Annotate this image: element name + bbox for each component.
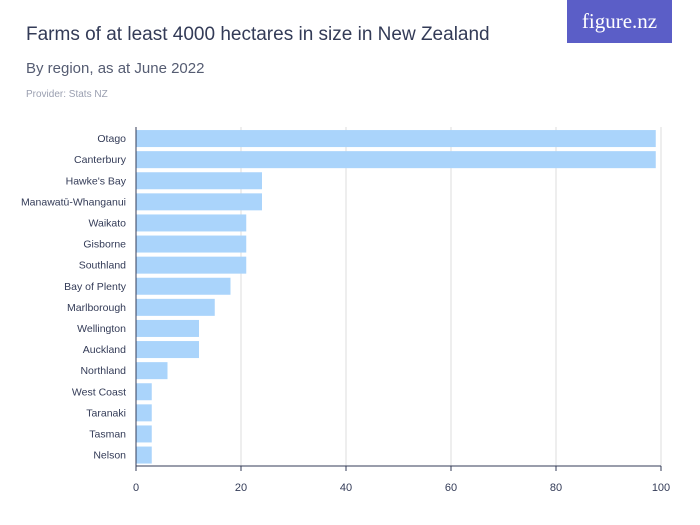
bar-2[interactable] — [136, 172, 262, 190]
category-label: Auckland — [83, 344, 126, 356]
x-tick-label: 0 — [133, 482, 139, 494]
bar-11[interactable] — [136, 362, 168, 380]
category-label: West Coast — [72, 386, 126, 398]
category-labels: Otago Canterbury Hawke's Bay Manawatū-Whang… — [21, 133, 127, 462]
category-label: Otago — [97, 133, 126, 145]
bar-12[interactable] — [136, 383, 152, 401]
category-label: Northland — [80, 365, 126, 377]
bar-1[interactable] — [136, 151, 656, 169]
category-label: Canterbury — [74, 154, 127, 166]
bar-15[interactable] — [136, 446, 152, 464]
category-label: Manawatū-Whanganui — [21, 196, 126, 208]
category-label: Hawke's Bay — [66, 175, 127, 187]
figure-nz-logo[interactable]: figure.nz — [567, 0, 672, 43]
category-label: Wellington — [77, 323, 126, 335]
category-label: Taranaki — [86, 407, 126, 419]
x-tick-label: 80 — [550, 482, 562, 494]
bar-0[interactable] — [136, 130, 656, 148]
bar-6[interactable] — [136, 256, 247, 274]
data-provider: Provider: Stats NZ — [26, 89, 108, 100]
x-tick-label: 60 — [445, 482, 457, 494]
category-label: Tasman — [89, 428, 126, 440]
bar-3[interactable] — [136, 193, 262, 211]
bar-4[interactable] — [136, 214, 247, 232]
x-axis: 0 20 40 60 80 100 — [133, 127, 670, 494]
bar-5[interactable] — [136, 235, 247, 253]
x-tick-label: 100 — [652, 482, 670, 494]
bars — [136, 130, 656, 464]
chart-title: Farms of at least 4000 hectares in size … — [26, 24, 490, 45]
bar-9[interactable] — [136, 319, 199, 337]
bar-14[interactable] — [136, 425, 152, 443]
bar-13[interactable] — [136, 404, 152, 422]
chart-subtitle: By region, as at June 2022 — [26, 60, 205, 77]
category-label: Waikato — [88, 217, 126, 229]
category-label: Bay of Plenty — [64, 281, 127, 293]
category-label: Southland — [79, 260, 126, 272]
x-tick-label: 40 — [340, 482, 352, 494]
category-label: Marlborough — [67, 302, 126, 314]
category-label: Gisborne — [83, 239, 126, 251]
bar-8[interactable] — [136, 298, 215, 316]
x-tick-label: 20 — [235, 482, 247, 494]
grid-lines — [240, 127, 662, 466]
bar-7[interactable] — [136, 277, 231, 295]
category-label: Nelson — [93, 450, 126, 462]
bar-10[interactable] — [136, 341, 199, 359]
